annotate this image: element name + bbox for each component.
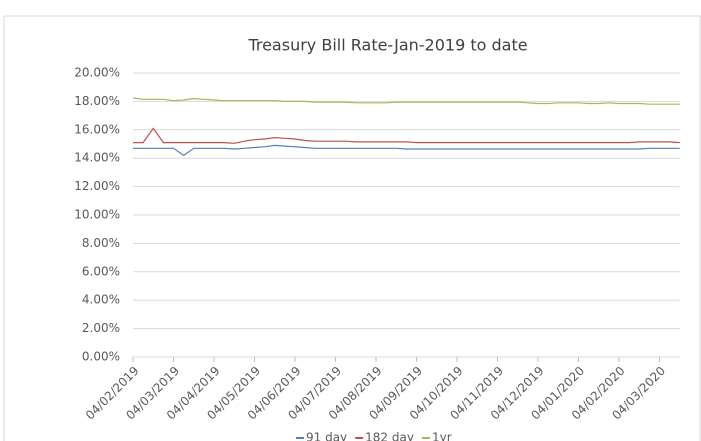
y-tick-label: 0.00% [82,350,120,364]
legend-label: 1yr [432,431,452,441]
y-tick-label: 10.00% [74,208,120,222]
legend-label: 91 day [306,431,347,441]
y-tick-label: 2.00% [82,321,120,335]
series-line [132,97,680,105]
series-line [133,144,680,157]
y-tick-label: 4.00% [82,293,120,307]
y-tick-label: 8.00% [82,236,120,250]
y-tick-label: 18.00% [74,94,120,108]
y-tick-label: 6.00% [82,264,120,278]
chart-title: Treasury Bill Rate-Jan-2019 to date [247,36,527,55]
series-line [133,127,680,144]
y-tick-label: 14.00% [74,151,120,165]
y-tick-label: 16.00% [74,122,120,136]
y-tick-label: 20.00% [74,66,120,80]
legend-label: 182 day [365,431,414,441]
y-tick-label: 12.00% [74,179,120,193]
chart-frame [3,15,701,441]
